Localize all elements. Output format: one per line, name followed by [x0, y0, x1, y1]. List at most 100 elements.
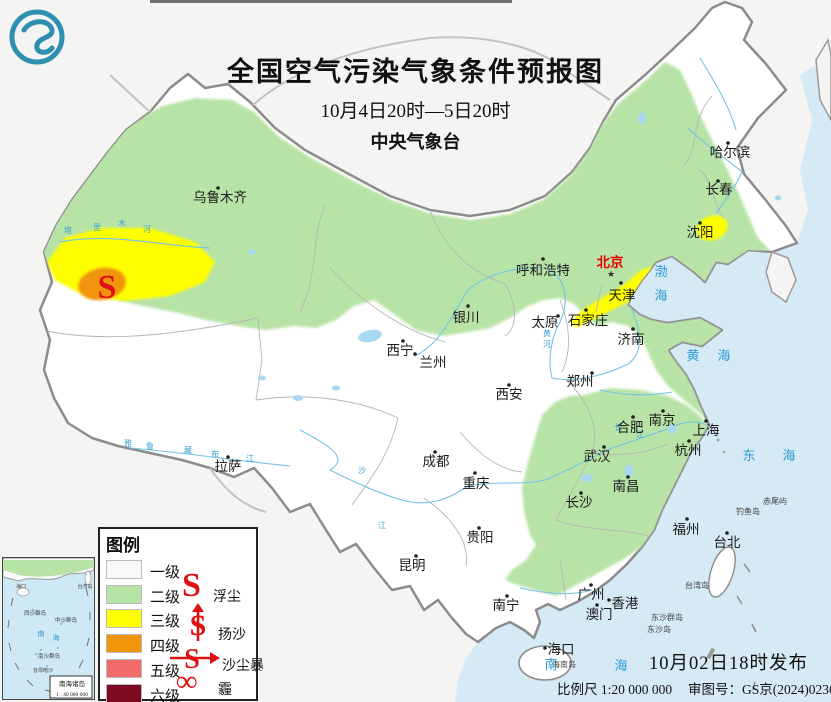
- city-label: 海口: [548, 642, 575, 657]
- capital-star-icon: ★: [607, 269, 615, 279]
- floating-dust-map-symbol: S: [98, 269, 117, 306]
- inset-label: 中沙群岛: [55, 616, 78, 624]
- legend-level-label: 六级: [150, 688, 181, 702]
- lakes: [248, 112, 782, 482]
- release-time: 10月02日18时发布: [648, 654, 808, 674]
- city-dot: [589, 583, 593, 587]
- legend-level-label: 二级: [150, 589, 181, 606]
- city-dot: [401, 339, 405, 343]
- level2-region-southeast: [505, 388, 708, 596]
- city-label: 乌鲁木齐: [193, 190, 247, 205]
- city-label: 天津: [609, 288, 636, 303]
- city-dot: [716, 179, 720, 183]
- legend-level-label: 一级: [150, 565, 181, 581]
- river-label: 雅: [124, 438, 132, 448]
- city-label: 银川: [453, 310, 480, 325]
- sea-label: 南: [544, 657, 557, 672]
- city-dot: [433, 450, 437, 454]
- legend-title: 图例: [106, 536, 140, 555]
- inset-green-strip: [3, 560, 94, 577]
- city-label: 澳门: [586, 607, 613, 622]
- city-dot: [579, 491, 583, 495]
- legend-row: 一级: [106, 560, 256, 581]
- island-label: 钓鱼岛: [736, 506, 760, 516]
- city-label: 成都: [423, 454, 450, 469]
- city-label: 哈尔滨: [710, 145, 751, 160]
- city-dot: [477, 526, 481, 530]
- city-label: 北京: [597, 254, 624, 270]
- city-dot: [704, 419, 708, 423]
- city-label: 香港: [612, 596, 640, 611]
- city-label: 拉萨: [215, 459, 242, 474]
- sea-label: 黄: [686, 348, 699, 363]
- cma-logo: [8, 8, 66, 66]
- city-label: 长沙: [566, 495, 593, 510]
- taiwan-island: [708, 546, 736, 598]
- korea-peninsula: [765, 251, 797, 304]
- city-dot: [473, 471, 477, 475]
- sea-label: 海: [782, 448, 795, 463]
- city-dot: [556, 314, 560, 318]
- city-dot: [726, 141, 730, 145]
- inset-label: 南沙群岛: [38, 652, 61, 660]
- sandstorm-label: 沙尘暴: [222, 659, 264, 674]
- city-dot: [725, 531, 729, 535]
- cma-logo-icon: [9, 9, 65, 65]
- city-dot: [619, 281, 623, 285]
- city-label: 贵阳: [467, 530, 494, 545]
- legend-swatch-5: [106, 658, 142, 678]
- river-label: 江: [636, 430, 644, 439]
- sandstorm-icon: S: [170, 645, 220, 673]
- legend-level-label: 三级: [150, 614, 181, 631]
- foreign-borders: [109, 36, 611, 513]
- legend-swatch-6: [106, 683, 142, 702]
- city-label: 南宁: [493, 597, 520, 613]
- city-dot: [607, 598, 611, 602]
- nine-dash-line: [736, 563, 762, 691]
- city-label: 太原: [532, 315, 559, 330]
- floating-dust-icon: S: [182, 567, 201, 604]
- city-dot: [466, 304, 470, 308]
- city-label: 重庆: [463, 476, 490, 491]
- city-dot: [505, 594, 509, 598]
- level2-region-north: [40, 62, 770, 418]
- city-dot: [602, 445, 606, 449]
- city-label: 济南: [618, 332, 645, 347]
- sea-label: 海: [614, 658, 627, 673]
- river-label: 江: [246, 454, 254, 463]
- city-dot: [543, 646, 547, 650]
- legend-row: 五级: [106, 658, 256, 680]
- haze-label: 霾: [218, 683, 232, 698]
- river-label: 沙: [358, 466, 366, 475]
- river-label: 塔: [64, 225, 72, 235]
- city-label: 石家庄: [568, 312, 609, 328]
- legend-swatch-2: [106, 584, 142, 604]
- city-label: 西安: [496, 387, 523, 402]
- inset-label: 西沙群岛: [24, 609, 47, 617]
- legend-row: 四级: [106, 634, 256, 655]
- level3-region-shenyang: [696, 215, 728, 241]
- river-label: 藏: [184, 445, 192, 455]
- sea-label: 渤: [654, 264, 667, 279]
- map-scale: 比例尺 1:20 000 000: [557, 682, 673, 697]
- inset-label: 南海诸岛: [59, 679, 85, 688]
- blowing-sand-icon: S: [190, 603, 206, 642]
- city-dot: [226, 455, 230, 459]
- city-dot: [685, 517, 689, 521]
- city-dot: [590, 371, 594, 375]
- city-label: 福州: [673, 522, 700, 537]
- island-label: 台湾岛: [685, 580, 709, 590]
- river-label: 江: [378, 521, 386, 530]
- hainan-island: [518, 645, 572, 681]
- city-dot: [414, 554, 418, 558]
- city-label: 南昌: [613, 479, 640, 494]
- city-label: 杭州: [675, 443, 702, 458]
- floating-dust-label: 浮尘: [213, 590, 241, 605]
- sea-area: [455, 55, 831, 702]
- legend-row: 六级: [106, 683, 256, 702]
- sea-label: 东: [742, 448, 755, 463]
- city-label: 南京: [649, 413, 676, 428]
- city-label: 沈阳: [687, 225, 714, 240]
